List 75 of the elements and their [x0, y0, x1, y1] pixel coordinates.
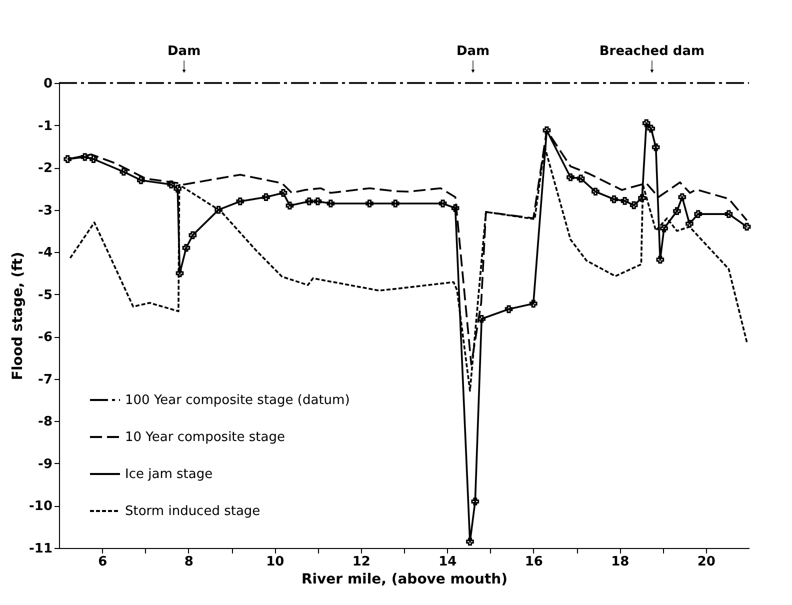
y-tick-label: -2 — [38, 161, 52, 176]
point — [214, 206, 222, 214]
point — [576, 174, 585, 182]
point — [686, 220, 694, 228]
point — [438, 200, 447, 208]
point — [286, 202, 294, 210]
point — [188, 231, 197, 240]
y-axis-title: Flood stage, (ft) — [10, 252, 26, 380]
y-tick-label: -11 — [29, 542, 52, 556]
x-tick-label: 6 — [98, 554, 108, 570]
x-tick-label: 18 — [611, 554, 630, 570]
point — [647, 124, 656, 133]
point — [120, 168, 128, 176]
y-tick-label: 0 — [43, 76, 52, 92]
point — [678, 193, 686, 202]
point — [174, 184, 182, 193]
point — [182, 244, 190, 252]
legend-label: 100 Year composite stage (datum) — [125, 393, 350, 408]
point — [642, 119, 650, 128]
point — [137, 176, 145, 184]
point — [305, 197, 314, 206]
point — [64, 155, 72, 164]
point — [80, 153, 89, 161]
x-tick-label: 8 — [184, 554, 194, 570]
point — [656, 256, 664, 264]
point — [660, 224, 668, 232]
point — [542, 126, 551, 134]
x-tick-label: 20 — [697, 554, 716, 570]
legend-label: 10 Year composite stage — [125, 430, 285, 445]
y-tick-label: -9 — [38, 456, 52, 472]
point — [694, 210, 702, 218]
point — [391, 200, 400, 208]
point — [724, 210, 733, 218]
point — [90, 155, 98, 164]
y-tick-label: -5 — [38, 288, 52, 303]
x-tick-label: 12 — [352, 554, 370, 570]
x-tick-label: 10 — [266, 554, 284, 570]
y-tick-label: -7 — [38, 372, 52, 388]
point — [176, 269, 184, 278]
point — [366, 200, 374, 208]
annotation: Breached dam — [599, 44, 705, 59]
point — [167, 180, 176, 188]
y-tick-label: -8 — [38, 414, 52, 430]
point — [610, 195, 618, 204]
point — [262, 193, 270, 202]
x-tick-label: 16 — [524, 554, 543, 570]
point — [466, 538, 474, 546]
point — [673, 207, 681, 215]
legend-label: Ice jam stage — [125, 467, 213, 482]
x-axis-title: River mile, (above mouth) — [301, 572, 508, 588]
point — [478, 314, 486, 323]
y-tick-label: -4 — [38, 246, 52, 261]
legend-label: Storm induced stage — [125, 504, 260, 519]
point — [592, 188, 600, 196]
y-tick-label: -10 — [29, 499, 52, 514]
point — [451, 204, 460, 212]
annotation: Dam — [168, 44, 201, 59]
y-tick-label: -6 — [38, 330, 52, 346]
point — [638, 194, 646, 202]
point — [620, 197, 629, 205]
point — [529, 300, 538, 308]
point — [742, 222, 751, 231]
point — [326, 200, 335, 208]
annotation: Dam — [456, 44, 490, 59]
point — [314, 197, 322, 206]
y-tick-label: -1 — [38, 118, 52, 134]
point — [279, 188, 288, 197]
x-tick-label: 14 — [438, 554, 457, 570]
point — [630, 201, 638, 210]
point — [652, 143, 660, 152]
point — [504, 305, 513, 314]
y-tick-label: -3 — [38, 203, 52, 218]
point — [236, 197, 244, 206]
point — [566, 173, 574, 182]
point — [471, 498, 480, 506]
